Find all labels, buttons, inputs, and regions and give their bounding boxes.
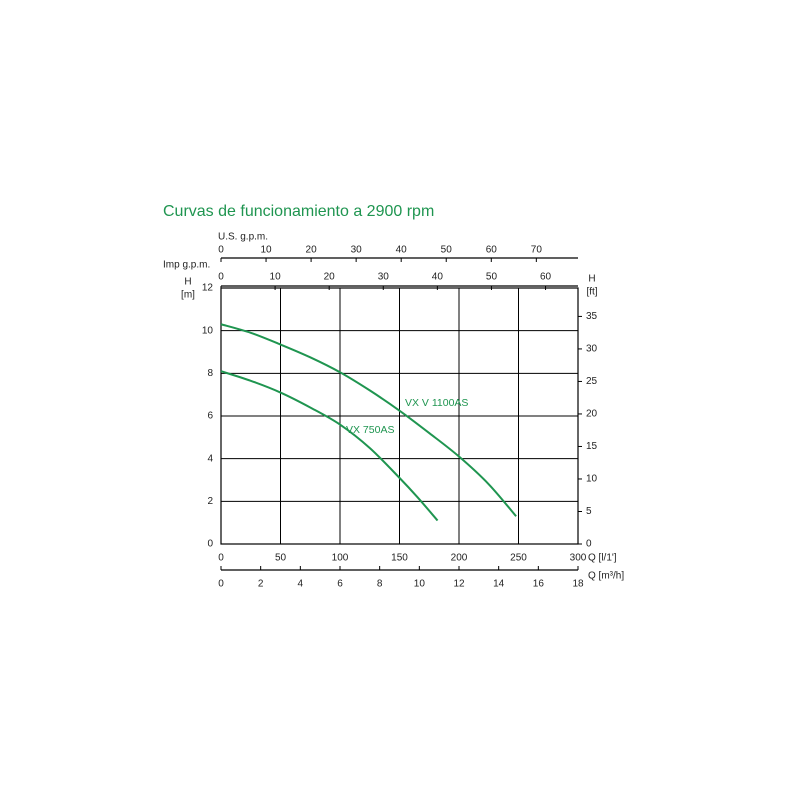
series-label: VX V 1100AS	[405, 397, 468, 409]
y2-tick-label: 5	[586, 506, 592, 517]
y-label: [m]	[181, 290, 195, 301]
secondary-tick-label: 16	[533, 579, 545, 590]
x-tick-label: 50	[275, 553, 287, 564]
secondary-tick-label: 0	[218, 272, 224, 283]
secondary-tick-label: 60	[540, 272, 552, 283]
y2-label: [ft]	[586, 287, 597, 298]
y-tick-label: 10	[202, 325, 214, 336]
y-tick-label: 12	[202, 283, 214, 294]
x-tick-label: 300	[570, 553, 587, 564]
secondary-tick-label: 20	[324, 272, 336, 283]
secondary-tick-label: 40	[396, 245, 408, 256]
y2-tick-label: 35	[586, 311, 598, 322]
secondary-tick-label: 12	[453, 579, 465, 590]
secondary-tick-label: 6	[337, 579, 343, 590]
secondary-axis-label: Q [m³/h]	[588, 571, 624, 582]
y-tick-label: 0	[207, 539, 213, 550]
secondary-tick-label: 70	[531, 245, 543, 256]
y-tick-label: 4	[207, 453, 213, 464]
y2-tick-label: 10	[586, 474, 598, 485]
secondary-tick-label: 10	[414, 579, 426, 590]
secondary-tick-label: 10	[260, 245, 272, 256]
secondary-tick-label: 50	[486, 272, 498, 283]
secondary-axis-label: U.S. g.p.m.	[218, 232, 268, 243]
x-label: Q [l/1']	[588, 553, 617, 564]
y2-label: H	[588, 274, 595, 285]
secondary-tick-label: 30	[351, 245, 363, 256]
secondary-tick-label: 20	[306, 245, 318, 256]
series-label: VX 750AS	[346, 424, 394, 436]
y2-tick-label: 0	[586, 539, 592, 550]
y2-tick-label: 20	[586, 409, 598, 420]
secondary-tick-label: 4	[298, 579, 304, 590]
y2-tick-label: 15	[586, 441, 598, 452]
secondary-tick-label: 8	[377, 579, 383, 590]
y-tick-label: 6	[207, 411, 213, 422]
x-tick-label: 100	[332, 553, 349, 564]
y-tick-label: 8	[207, 368, 213, 379]
x-tick-label: 0	[218, 553, 224, 564]
secondary-tick-label: 10	[270, 272, 282, 283]
y-tick-label: 2	[207, 496, 213, 507]
secondary-tick-label: 0	[218, 245, 224, 256]
x-tick-label: 250	[510, 553, 527, 564]
y2-tick-label: 30	[586, 344, 598, 355]
secondary-tick-label: 14	[493, 579, 505, 590]
secondary-tick-label: 40	[432, 272, 444, 283]
secondary-tick-label: 18	[572, 579, 584, 590]
secondary-tick-label: 60	[486, 245, 498, 256]
secondary-tick-label: 2	[258, 579, 264, 590]
curve	[220, 323, 517, 517]
chart-title: Curvas de funcionamiento a 2900 rpm	[163, 203, 434, 220]
secondary-tick-label: 50	[441, 245, 453, 256]
x-tick-label: 150	[391, 553, 408, 564]
x-tick-label: 200	[451, 553, 468, 564]
y2-tick-label: 25	[586, 376, 598, 387]
secondary-tick-label: 0	[218, 579, 224, 590]
y-label: H	[184, 277, 191, 288]
secondary-tick-label: 30	[378, 272, 390, 283]
secondary-axis-label: Imp g.p.m.	[163, 260, 210, 271]
curve	[220, 370, 439, 522]
